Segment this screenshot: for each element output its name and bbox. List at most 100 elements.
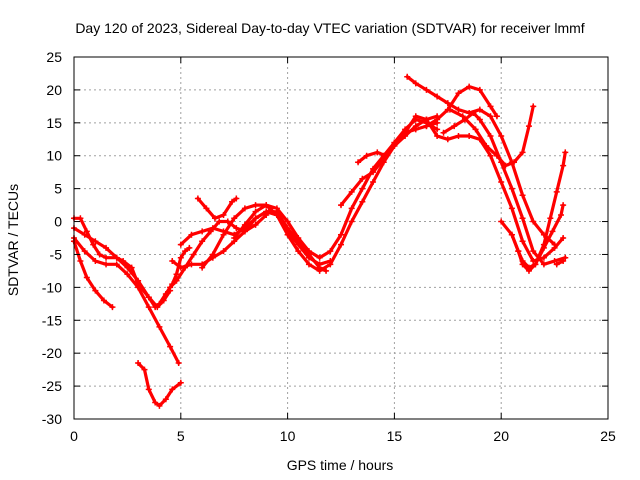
- data-point: [100, 297, 107, 304]
- data-point: [476, 86, 483, 93]
- data-series-arc-5: [136, 361, 183, 408]
- data-point: [404, 73, 411, 80]
- data-point: [348, 188, 355, 195]
- data-point: [305, 248, 312, 255]
- data-point: [124, 271, 131, 278]
- data-point: [547, 215, 554, 222]
- data-point: [177, 264, 184, 271]
- data-point: [162, 396, 169, 403]
- data-point: [167, 284, 174, 291]
- data-point: [233, 195, 240, 202]
- data-point: [348, 218, 355, 225]
- data-series-arc-11: [232, 114, 439, 273]
- x-tick-label: 10: [280, 428, 296, 444]
- data-point: [103, 254, 110, 261]
- data-point: [483, 142, 490, 149]
- data-point: [412, 123, 419, 130]
- data-point: [113, 261, 120, 268]
- data-point: [173, 277, 180, 284]
- y-tick-label: -25: [42, 378, 62, 394]
- data-point: [359, 185, 366, 192]
- data-point: [444, 136, 451, 143]
- data-point: [423, 116, 430, 123]
- y-tick-label: 10: [46, 148, 62, 164]
- data-point: [145, 294, 152, 301]
- data-point: [412, 113, 419, 120]
- data-point: [498, 218, 505, 225]
- y-tick-label: 5: [54, 181, 62, 197]
- data-point: [167, 343, 174, 350]
- data-point: [363, 152, 370, 159]
- data-point: [434, 132, 441, 139]
- data-point: [370, 169, 377, 176]
- data-point: [502, 162, 509, 169]
- data-point: [434, 126, 441, 133]
- data-series-arc-9: [200, 121, 439, 270]
- data-point: [92, 287, 99, 294]
- data-point: [273, 211, 280, 218]
- data-point: [459, 113, 466, 120]
- data-point: [295, 248, 302, 255]
- data-point: [493, 152, 500, 159]
- data-point: [540, 244, 547, 251]
- x-tick-label: 5: [177, 428, 185, 444]
- data-point: [190, 251, 197, 258]
- data-point: [96, 251, 103, 258]
- data-point: [177, 379, 184, 386]
- data-point: [380, 156, 387, 163]
- data-point: [493, 113, 500, 120]
- data-point: [173, 271, 180, 278]
- data-point: [451, 123, 458, 130]
- y-tick-label: -10: [42, 279, 62, 295]
- data-point: [135, 277, 142, 284]
- data-point: [284, 218, 291, 225]
- data-point: [519, 261, 526, 268]
- data-point: [220, 231, 227, 238]
- y-tick-label: -20: [42, 345, 62, 361]
- plot-frame: [73, 56, 609, 420]
- y-tick-label: -30: [42, 411, 62, 427]
- data-point: [487, 132, 494, 139]
- data-point: [188, 261, 195, 268]
- data-point: [229, 198, 236, 205]
- x-axis-label: GPS time / hours: [287, 457, 394, 473]
- data-point: [525, 123, 532, 130]
- x-tick-label: 20: [493, 428, 509, 444]
- data-point: [145, 304, 152, 311]
- data-point: [455, 106, 462, 113]
- data-point: [211, 215, 218, 222]
- data-point: [455, 132, 462, 139]
- data-point: [252, 202, 259, 209]
- data-point: [177, 254, 184, 261]
- data-point: [540, 261, 547, 268]
- data-point: [444, 100, 451, 107]
- y-tick-label: 15: [46, 115, 62, 131]
- data-point: [92, 238, 99, 245]
- data-point: [560, 202, 567, 209]
- data-point: [109, 304, 116, 311]
- data-point: [169, 386, 176, 393]
- y-axis-label: SDTVAR / TECUs: [5, 184, 21, 296]
- data-point: [90, 241, 97, 248]
- data-point: [113, 254, 120, 261]
- data-point: [472, 126, 479, 133]
- data-point: [519, 215, 526, 222]
- data-point: [549, 228, 556, 235]
- data-point: [553, 261, 560, 268]
- data-point: [498, 132, 505, 139]
- data-point: [560, 235, 567, 241]
- x-tick-label: 0: [70, 428, 78, 444]
- data-point: [327, 261, 334, 268]
- data-point: [216, 218, 223, 225]
- data-point: [141, 366, 148, 373]
- data-point: [160, 297, 167, 304]
- y-tick-label: 0: [54, 214, 62, 230]
- data-point: [209, 251, 216, 258]
- data-point: [530, 248, 537, 255]
- data-point: [199, 264, 206, 271]
- data-point: [252, 215, 259, 222]
- data-point: [327, 248, 334, 255]
- data-point: [511, 159, 518, 166]
- data-point: [186, 244, 193, 251]
